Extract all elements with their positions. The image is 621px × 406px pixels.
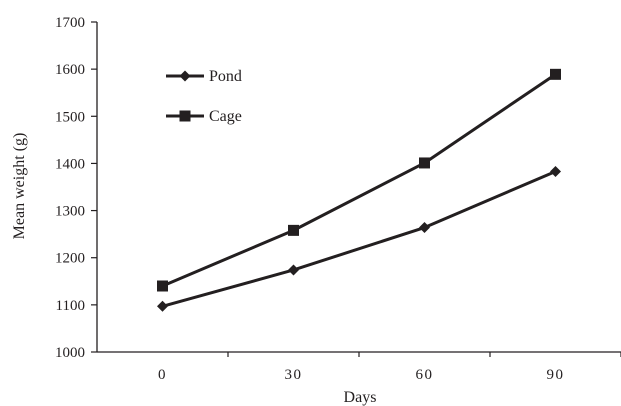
x-axis-label: Days	[344, 389, 377, 406]
y-axis-ticks: 1000 1100 1200 1300 1400 1500 1600 1700	[55, 15, 97, 361]
data-point-pond	[288, 264, 299, 276]
series-pond	[157, 165, 561, 312]
data-point-pond	[550, 165, 561, 177]
series-line-cage	[161, 73, 557, 288]
y-tick-label: 1500	[55, 109, 85, 125]
data-point-cage	[419, 157, 430, 169]
data-point-pond	[157, 300, 168, 312]
legend-item-cage: Cage	[166, 108, 242, 125]
y-tick-label: 1700	[55, 15, 85, 31]
y-tick-label: 1600	[55, 62, 85, 78]
legend-item-pond: Pond	[166, 68, 242, 85]
data-point-cage	[157, 280, 168, 292]
x-tick-label: 60	[416, 367, 434, 383]
y-tick-label: 1400	[55, 156, 85, 172]
data-point-cage	[288, 224, 299, 236]
data-point-pond	[419, 222, 430, 234]
series-layer	[157, 68, 561, 312]
y-tick-label: 1000	[55, 345, 85, 361]
legend-marker-pond	[179, 70, 191, 82]
y-tick-label: 1200	[55, 251, 85, 267]
series-cage	[157, 68, 561, 292]
x-axis-ticks: 0 30 60 90	[158, 352, 621, 383]
x-tick-label: 0	[158, 367, 167, 383]
x-tick-label: 90	[547, 367, 565, 383]
legend-marker-cage	[179, 110, 191, 122]
y-tick-label: 1100	[56, 298, 85, 314]
series-line-pond	[162, 170, 557, 308]
legend-label-pond: Pond	[209, 68, 242, 85]
legend-label-cage: Cage	[209, 108, 242, 125]
x-tick-label: 30	[285, 367, 303, 383]
data-point-cage	[550, 68, 561, 80]
legend: Pond Cage	[166, 68, 242, 125]
y-tick-label: 1300	[55, 204, 85, 220]
y-axis-label: Mean weight (g)	[11, 133, 28, 240]
